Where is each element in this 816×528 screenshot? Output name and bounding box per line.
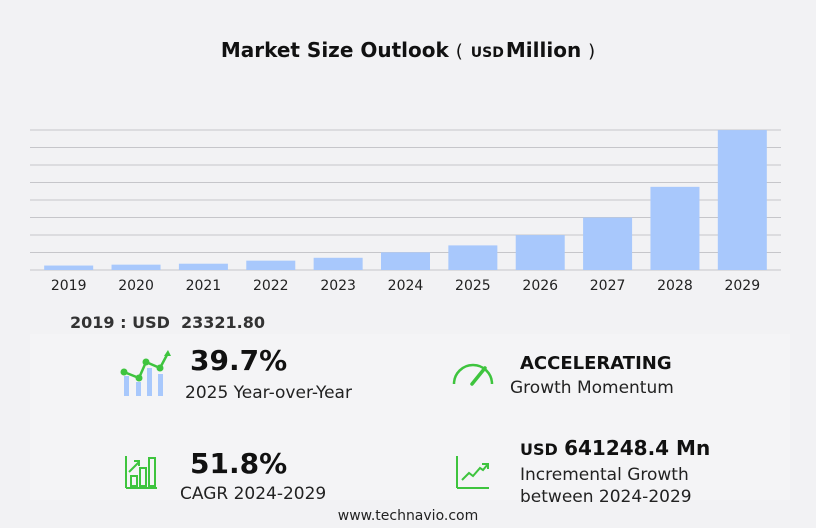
line-growth-icon <box>456 456 489 489</box>
incremental-period: between 2024-2029 <box>520 487 692 507</box>
yoy-label: 2025 Year-over-Year <box>185 383 352 403</box>
momentum-label: Growth Momentum <box>510 378 674 398</box>
bar-2024 <box>381 252 430 270</box>
bar-chart: 2019 2020 2021 2022 2023 2024 2025 2026 2027 2028… <box>30 129 781 294</box>
bar-2028 <box>650 186 700 270</box>
first-label: 2019 : USD <box>70 313 170 332</box>
stats-panel <box>30 334 790 500</box>
incremental-unit: USD <box>520 440 558 459</box>
momentum-value: ACCELERATING <box>520 353 672 374</box>
x-tick-label: 2020 <box>118 278 154 294</box>
incremental-value: 641248.4 Mn <box>564 436 711 460</box>
first-value: 23321.80 <box>181 313 266 332</box>
speedometer-icon <box>452 363 494 386</box>
bar-2025 <box>448 245 498 270</box>
growth-chart-icon <box>120 350 171 396</box>
incremental-label: Incremental Growth <box>520 465 689 485</box>
bar-2019 <box>44 265 94 270</box>
yoy-value: 39.7% <box>190 344 288 377</box>
bar-2027 <box>583 217 633 270</box>
x-tick-label: 2021 <box>186 278 222 294</box>
bar-2029 <box>717 130 767 270</box>
x-tick-label: 2025 <box>455 278 491 294</box>
x-tick-label: 2023 <box>320 278 356 294</box>
bar-2022 <box>246 260 296 270</box>
paren: ) <box>588 41 596 62</box>
bar-2026 <box>515 235 565 270</box>
title-text: Market Size Outlook <box>220 38 449 62</box>
x-tick-label: 2029 <box>724 278 760 294</box>
x-tick-label: 2019 <box>51 278 87 294</box>
x-tick-label: 2028 <box>657 278 693 294</box>
cagr-label: CAGR 2024-2029 <box>180 484 327 504</box>
chart-title: Market Size Outlook ( USD Million ) <box>0 38 816 62</box>
footer-url: www.technavio.com <box>337 508 479 524</box>
x-tick-label: 2027 <box>590 278 626 294</box>
cagr-value: 51.8% <box>190 447 288 480</box>
title-unit-word: Million <box>505 38 582 62</box>
bar-2021 <box>178 263 228 270</box>
x-tick-label: 2024 <box>388 278 424 294</box>
bar-growth-icon <box>125 456 157 489</box>
bar-2020 <box>111 264 161 270</box>
bar-2023 <box>313 257 363 270</box>
title-unit: USD <box>470 45 504 61</box>
paren: ( <box>455 41 463 62</box>
x-tick-label: 2026 <box>522 278 558 294</box>
first-year-value: 2019 : USD 23321.80 <box>70 313 265 332</box>
x-tick-label: 2022 <box>253 278 289 294</box>
